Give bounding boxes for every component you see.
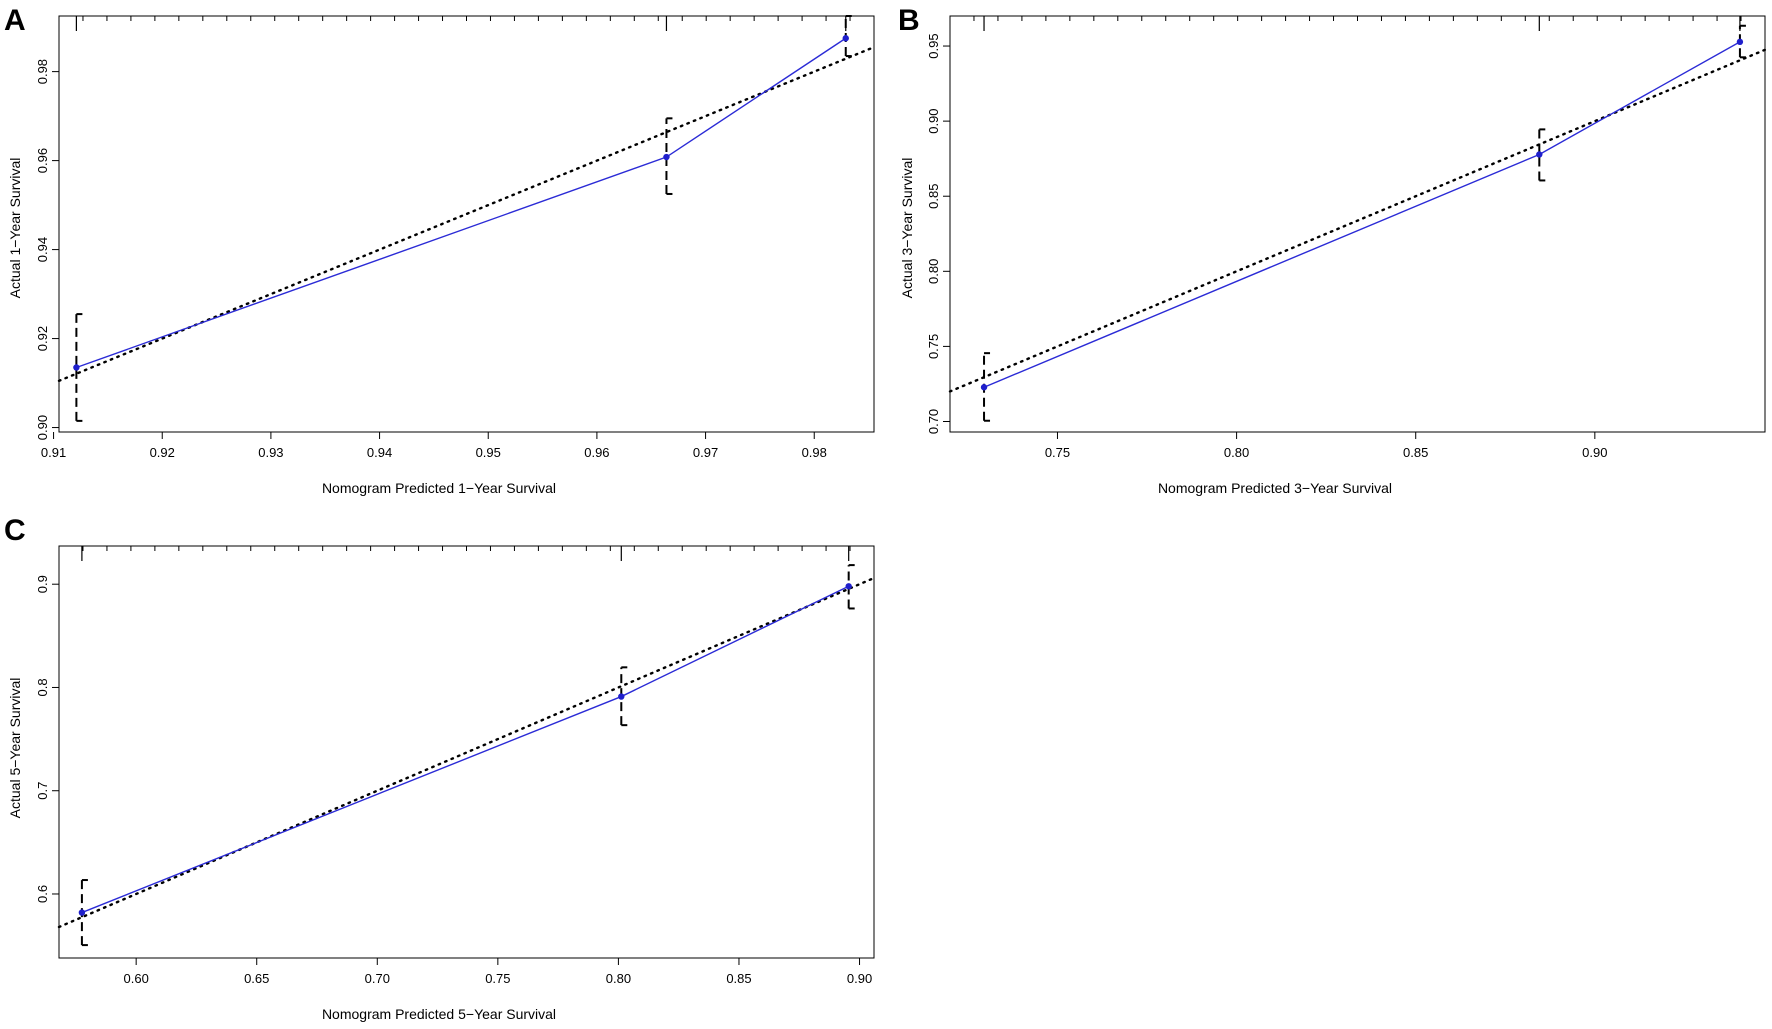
panel-label-a: A xyxy=(4,4,26,37)
x-tick-label-a-3: 0.94 xyxy=(367,445,392,460)
y-tick-label-a-3: 0.96 xyxy=(35,148,50,173)
calibration-point-c-2 xyxy=(845,583,852,590)
x-tick-label-b-2: 0.85 xyxy=(1403,445,1428,460)
plot-frame-a xyxy=(58,15,875,433)
calibration-line-b xyxy=(983,41,1741,388)
calibration-point-b-0 xyxy=(980,384,988,391)
x-tick-label-a-1: 0.92 xyxy=(150,445,175,460)
y-tick-label-c-1: 0.7 xyxy=(35,782,50,800)
y-axis-title-c: Actual 5−Year Survival xyxy=(7,678,23,819)
x-tick-label-a-0: 0.91 xyxy=(41,445,66,460)
y-tick-label-a-4: 0.98 xyxy=(35,59,50,84)
calibration-line-a xyxy=(76,37,847,369)
y-axis-title-b: Actual 3−Year Survival xyxy=(899,158,915,299)
ideal-line-c xyxy=(57,576,876,929)
calibration-point-c-1 xyxy=(618,693,625,700)
x-tick-label-b-3: 0.90 xyxy=(1582,445,1607,460)
y-tick-label-b-2: 0.80 xyxy=(926,259,941,284)
x-tick-label-a-4: 0.95 xyxy=(476,445,501,460)
x-tick-label-c-4: 0.80 xyxy=(606,971,631,986)
plot-frame-b xyxy=(949,15,1766,433)
calibration-point-a-1 xyxy=(663,153,670,161)
y-tick-label-b-1: 0.75 xyxy=(926,334,941,359)
ideal-line-b xyxy=(948,48,1767,393)
x-tick-label-c-2: 0.70 xyxy=(365,971,390,986)
y-tick-label-c-2: 0.8 xyxy=(35,678,50,696)
x-tick-label-c-1: 0.65 xyxy=(244,971,269,986)
y-tick-label-c-0: 0.6 xyxy=(35,885,50,903)
calibration-point-c-0 xyxy=(78,909,86,916)
x-tick-label-c-3: 0.75 xyxy=(485,971,510,986)
x-axis-title-c: Nomogram Predicted 5−Year Survival xyxy=(322,1006,556,1022)
x-tick-label-b-0: 0.75 xyxy=(1045,445,1070,460)
y-tick-label-b-0: 0.70 xyxy=(926,409,941,434)
y-tick-label-a-2: 0.94 xyxy=(35,237,50,262)
panel-b: B Nomogram Predicted 3−Year Survival Act… xyxy=(898,4,1767,496)
y-tick-label-b-3: 0.85 xyxy=(926,184,941,209)
x-tick-label-b-1: 0.80 xyxy=(1224,445,1249,460)
calibration-point-a-0 xyxy=(73,364,80,371)
panel-label-b: B xyxy=(898,4,920,37)
y-tick-label-a-1: 0.92 xyxy=(35,326,50,351)
x-tick-label-a-5: 0.96 xyxy=(584,445,609,460)
x-tick-label-c-0: 0.60 xyxy=(124,971,149,986)
y-tick-label-b-5: 0.95 xyxy=(926,33,941,58)
x-tick-label-c-6: 0.90 xyxy=(847,971,872,986)
x-tick-label-c-5: 0.85 xyxy=(726,971,751,986)
panel-label-c: C xyxy=(4,514,26,547)
y-tick-label-a-0: 0.90 xyxy=(35,415,50,440)
x-axis-title-a: Nomogram Predicted 1−Year Survival xyxy=(322,480,556,496)
x-axis-title-b: Nomogram Predicted 3−Year Survival xyxy=(1158,480,1392,496)
y-tick-label-b-4: 0.90 xyxy=(926,108,941,133)
x-tick-label-a-7: 0.98 xyxy=(802,445,827,460)
y-axis-title-a: Actual 1−Year Survival xyxy=(7,158,23,299)
calibration-point-b-1 xyxy=(1536,151,1543,158)
x-tick-label-a-2: 0.93 xyxy=(258,445,283,460)
calibration-line-c xyxy=(81,585,849,914)
panel-a: A Nomogram Predicted 1−Year Survival Act… xyxy=(4,4,876,496)
calibration-point-b-2 xyxy=(1736,38,1744,46)
y-tick-label-c-3: 0.9 xyxy=(35,575,50,593)
panel-c: C Nomogram Predicted 5−Year Survival Act… xyxy=(4,514,876,1022)
x-tick-label-a-6: 0.97 xyxy=(693,445,718,460)
calibration-point-a-2 xyxy=(842,35,849,42)
